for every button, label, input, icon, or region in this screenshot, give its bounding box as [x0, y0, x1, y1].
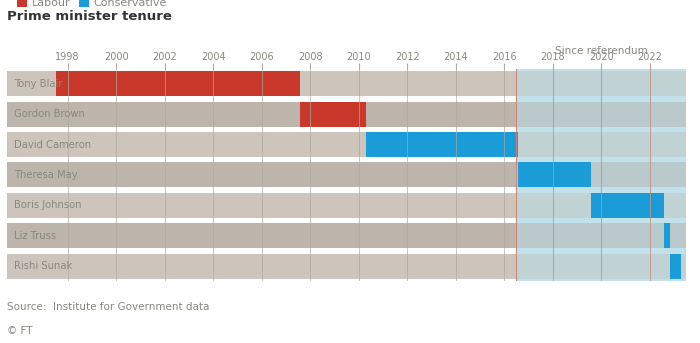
Text: Source:  Institute for Government data: Source: Institute for Government data [7, 302, 209, 312]
Bar [7, 71, 686, 96]
Bar [7, 253, 686, 279]
Bar [670, 253, 681, 279]
Text: Since referendum: Since referendum [554, 46, 648, 56]
Bar [366, 132, 518, 157]
Bar [517, 253, 686, 279]
Bar [664, 223, 670, 248]
Bar [517, 132, 686, 157]
Bar [517, 223, 686, 248]
Bar [7, 102, 686, 127]
Text: David Cameron: David Cameron [14, 140, 92, 150]
Bar [517, 102, 686, 127]
Text: Theresa May: Theresa May [14, 170, 78, 180]
Legend: Labour, Conservative: Labour, Conservative [13, 0, 172, 12]
Text: Rishi Sunak: Rishi Sunak [14, 261, 73, 271]
Bar [7, 163, 686, 187]
Bar [7, 193, 686, 218]
Bar [300, 102, 366, 127]
Text: Gordon Brown: Gordon Brown [14, 109, 85, 119]
Text: © FT: © FT [7, 326, 32, 336]
Bar [7, 132, 686, 157]
Text: Tony Blair: Tony Blair [14, 79, 63, 89]
Bar [517, 163, 686, 187]
Bar [517, 193, 686, 218]
Bar [55, 71, 300, 96]
Bar [7, 223, 686, 248]
Text: Boris Johnson: Boris Johnson [14, 200, 82, 210]
Bar [518, 163, 592, 187]
Bar [517, 69, 686, 281]
Bar [517, 71, 686, 96]
Text: Liz Truss: Liz Truss [14, 231, 57, 241]
Bar [592, 193, 664, 218]
Text: Prime minister tenure: Prime minister tenure [7, 10, 172, 23]
